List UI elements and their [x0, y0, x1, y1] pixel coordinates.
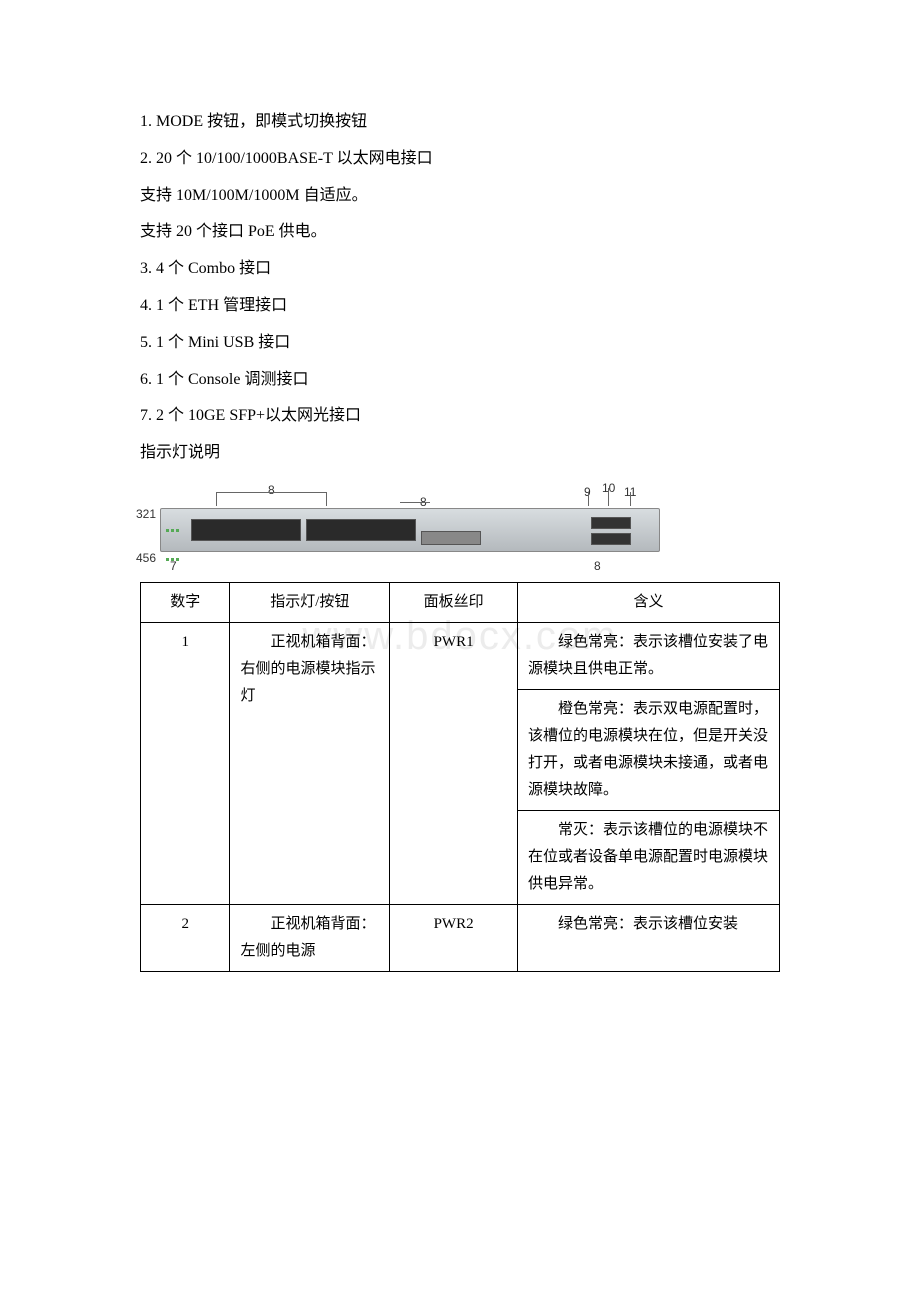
- table-header-row: 数字 指示灯/按钮 面板丝印 含义: [141, 582, 780, 622]
- cell-silk-1: PWR1: [390, 622, 518, 904]
- list-item-2: 2. 20 个 10/100/1000BASE-T 以太网电接口: [140, 145, 780, 174]
- cell-name-2: 正视机箱背面：左侧的电源: [230, 904, 390, 971]
- cell-num-1: 1: [141, 622, 230, 904]
- indicator-table: 数字 指示灯/按钮 面板丝印 含义 1 正视机箱背面：右侧的电源模块指示灯 PW…: [140, 582, 780, 972]
- header-meaning: 含义: [518, 582, 780, 622]
- led-strip: [165, 515, 187, 545]
- header-number: 数字: [141, 582, 230, 622]
- cell-num-2: 2: [141, 904, 230, 971]
- cell-meaning-1a: 绿色常亮：表示该槽位安装了电源模块且供电正常。: [518, 622, 780, 689]
- switch-diagram: 8 8 9 10 11 321 456 7 8: [140, 480, 780, 570]
- callout-456: 456: [136, 548, 156, 570]
- meaning-text-1a: 绿色常亮：表示该槽位安装了电源模块且供电正常。: [528, 629, 769, 683]
- port-block-1: [191, 519, 301, 541]
- cell-name-1: 正视机箱背面：右侧的电源模块指示灯: [230, 622, 390, 904]
- mgmt-port-block-top: [591, 517, 631, 529]
- table-row: 2 正视机箱背面：左侧的电源 PWR2 绿色常亮：表示该槽位安装: [141, 904, 780, 971]
- list-item-5: 5. 1 个 Mini USB 接口: [140, 329, 780, 358]
- callout-8c: 8: [594, 556, 601, 578]
- header-silk: 面板丝印: [390, 582, 518, 622]
- list-item-6: 6. 1 个 Console 调测接口: [140, 366, 780, 395]
- meaning-text-1b: 橙色常亮：表示双电源配置时，该槽位的电源模块在位，但是开关没打开，或者电源模块未…: [528, 696, 769, 804]
- switch-chassis: [160, 508, 660, 552]
- cell-silk-2: PWR2: [390, 904, 518, 971]
- table-row: 1 正视机箱背面：右侧的电源模块指示灯 PWR1 绿色常亮：表示该槽位安装了电源…: [141, 622, 780, 689]
- meaning-text-1c: 常灭：表示该槽位的电源模块不在位或者设备单电源配置时电源模块供电异常。: [528, 817, 769, 898]
- callout-321: 321: [136, 504, 156, 526]
- sfp-block: [421, 531, 481, 545]
- section-heading-indicators: 指示灯说明: [140, 439, 780, 468]
- cell-meaning-2: 绿色常亮：表示该槽位安装: [518, 904, 780, 971]
- list-item-3: 3. 4 个 Combo 接口: [140, 255, 780, 284]
- list-item-7: 7. 2 个 10GE SFP+以太网光接口: [140, 402, 780, 431]
- callout-8a: 8: [268, 480, 275, 502]
- meaning-text-2: 绿色常亮：表示该槽位安装: [528, 911, 769, 938]
- port-block-2: [306, 519, 416, 541]
- mgmt-port-block-bottom: [591, 533, 631, 545]
- cell-meaning-1b: 橙色常亮：表示双电源配置时，该槽位的电源模块在位，但是开关没打开，或者电源模块未…: [518, 689, 780, 810]
- list-item-2-detail-1: 支持 10M/100M/1000M 自适应。: [140, 182, 780, 211]
- list-item-4: 4. 1 个 ETH 管理接口: [140, 292, 780, 321]
- cell-meaning-1c: 常灭：表示该槽位的电源模块不在位或者设备单电源配置时电源模块供电异常。: [518, 810, 780, 904]
- list-item-1: 1. MODE 按钮，即模式切换按钮: [140, 108, 780, 137]
- list-item-2-detail-2: 支持 20 个接口 PoE 供电。: [140, 218, 780, 247]
- header-indicator: 指示灯/按钮: [230, 582, 390, 622]
